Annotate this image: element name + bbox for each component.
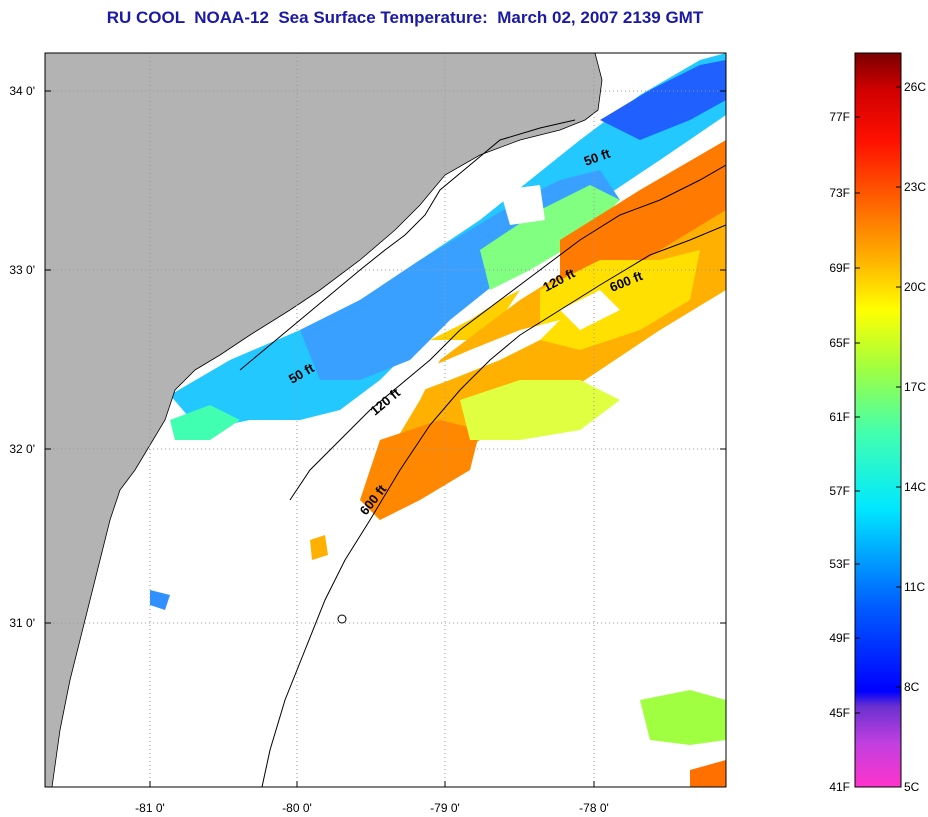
isobath-50ft (239, 119, 576, 371)
colorbar-c-label: 26C (904, 80, 927, 94)
isobaths (239, 119, 726, 787)
y-axis-label: 33 0' (9, 263, 35, 277)
chart-title: RU COOL NOAA-12 Sea Surface Temperature:… (106, 8, 704, 27)
x-axis-label: -81 0' (135, 801, 165, 815)
colorbar-c-label: 8C (904, 680, 920, 694)
colorbar-c-label: 17C (904, 380, 927, 394)
colorbar-f-label: 53F (829, 557, 850, 571)
colorbar-c-label: 11C (904, 580, 926, 594)
y-axis-label: 34 0' (9, 84, 35, 98)
colorbar-f-label: 61F (829, 410, 850, 424)
x-axis-label: -80 0' (282, 801, 312, 815)
plot-frame (44, 52, 727, 788)
y-axis-label: 32 0' (9, 442, 35, 456)
colorbar-ticks (855, 86, 901, 714)
isobath-120ft (289, 164, 726, 501)
colorbar-f-label: 77F (829, 110, 850, 124)
graticule (45, 53, 726, 787)
colorbar-c-label: 14C (904, 480, 927, 494)
sst-field (150, 53, 726, 787)
colorbar-c-label: 20C (904, 280, 927, 294)
colorbar (854, 52, 902, 788)
colorbar-c-label: 5C (904, 780, 920, 794)
colorbar-f-label: 69F (829, 261, 850, 275)
x-axis-label: -79 0' (430, 801, 460, 815)
y-axis-label: 31 0' (9, 616, 35, 630)
colorbar-c-label: 23C (904, 180, 927, 194)
colorbar-f-label: 65F (829, 336, 850, 350)
colorbar-f-label: 41F (829, 780, 850, 794)
axis-ticks (45, 90, 726, 787)
colorbar-f-label: 49F (829, 631, 850, 645)
colorbar-f-label: 57F (829, 484, 850, 498)
colorbar-f-label: 73F (829, 186, 850, 200)
isobath-600ft (261, 224, 726, 787)
colorbar-f-label: 45F (829, 706, 850, 720)
x-axis-label: -78 0' (579, 801, 609, 815)
land-mass (45, 53, 603, 787)
